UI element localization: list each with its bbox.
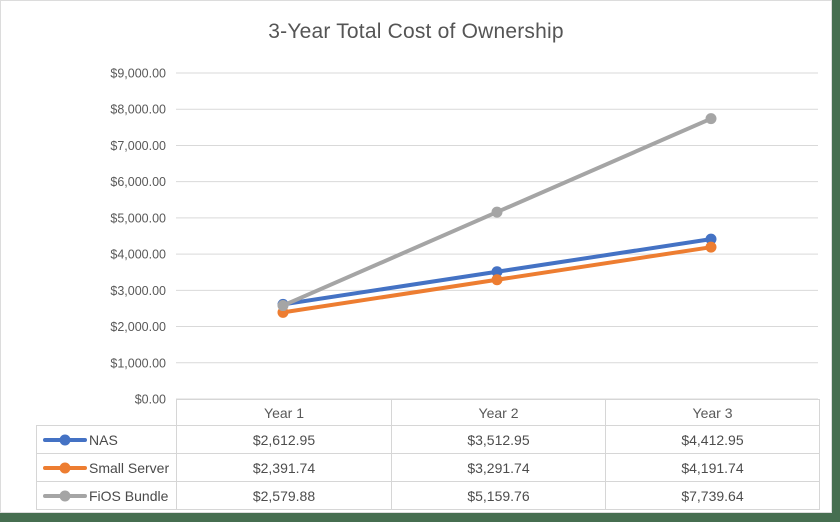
chart-title: 3-Year Total Cost of Ownership xyxy=(268,20,564,43)
table-cell-small-server-year-3: $4,191.74 xyxy=(605,453,820,481)
y-axis-tick-label: $9,000.00 xyxy=(110,67,166,81)
y-axis-tick-label: $8,000.00 xyxy=(110,103,166,117)
table-header-year-3: Year 3 xyxy=(605,399,820,425)
y-axis-tick-label: $2,000.00 xyxy=(110,320,166,334)
table-cell-nas-year-3: $4,412.95 xyxy=(605,425,820,453)
legend-item-small-server: Small Server xyxy=(36,453,176,481)
y-axis-tick-label: $5,000.00 xyxy=(110,211,166,225)
legend-label: FiOS Bundle xyxy=(89,487,169,504)
table-cell-fios-bundle-year-3: $7,739.64 xyxy=(605,481,820,510)
table-cell-small-server-year-2: $3,291.74 xyxy=(391,453,605,481)
data-point-nas-year-2 xyxy=(491,266,503,278)
table-header-year-1: Year 1 xyxy=(176,399,391,425)
data-point-small-server-year-2 xyxy=(491,274,503,286)
legend-marker-icon xyxy=(43,434,87,445)
table-cell-fios-bundle-year-1: $2,579.88 xyxy=(176,481,391,510)
table-header-year-2: Year 2 xyxy=(391,399,605,425)
data-point-nas-year-3 xyxy=(705,233,717,245)
legend-label: Small Server xyxy=(89,459,170,476)
data-point-fios-bundle-year-3 xyxy=(705,113,717,125)
legend-label: NAS xyxy=(89,431,118,448)
y-axis-tick-label: $1,000.00 xyxy=(110,356,166,370)
legend-item-fios-bundle: FiOS Bundle xyxy=(36,481,176,510)
legend-item-nas: NAS xyxy=(36,425,176,453)
chart-data-table: Year 1 Year 2 Year 3 NAS $2,612.95 $3,512.95 $… xyxy=(1,1,831,512)
chart-canvas: 3-Year Total Cost of Ownership $0.00 $1,0… xyxy=(0,0,832,513)
legend-marker-icon xyxy=(43,490,87,501)
y-axis-tick-label: $4,000.00 xyxy=(110,248,166,262)
legend-marker-icon xyxy=(43,462,87,473)
data-point-small-server-year-3 xyxy=(705,241,717,253)
table-cell-nas-year-1: $2,612.95 xyxy=(176,425,391,453)
legend-dot xyxy=(59,490,71,501)
table-cell-nas-year-2: $3,512.95 xyxy=(391,425,605,453)
data-point-fios-bundle-year-1 xyxy=(277,300,289,312)
plot-area: $0.00 $1,000.00 $2,000.00 $3,000.00 $4,000.0… xyxy=(110,67,818,407)
legend-dot xyxy=(59,434,71,445)
y-axis-tick-label: $7,000.00 xyxy=(110,139,166,153)
y-axis-tick-label: $6,000.00 xyxy=(110,175,166,189)
table-cell-fios-bundle-year-2: $5,159.76 xyxy=(391,481,605,510)
legend-dot xyxy=(59,462,71,473)
y-axis-tick-label: $3,000.00 xyxy=(110,284,166,298)
table-cell-small-server-year-1: $2,391.74 xyxy=(176,453,391,481)
y-axis-tick-label: $0.00 xyxy=(135,393,166,407)
data-point-fios-bundle-year-2 xyxy=(491,206,503,218)
